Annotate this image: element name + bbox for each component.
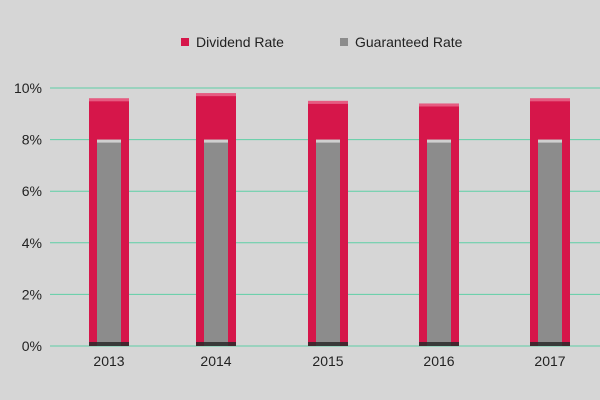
- bar-highlight: [97, 139, 121, 143]
- legend-swatch-dividend-rate: [181, 38, 189, 46]
- x-tick-label: 2013: [93, 353, 124, 369]
- y-tick-label: 6%: [22, 183, 42, 199]
- legend-label-guaranteed-rate: Guaranteed Rate: [355, 34, 463, 50]
- y-tick-label: 4%: [22, 235, 42, 251]
- legend-label-dividend-rate: Dividend Rate: [196, 34, 284, 50]
- legend-swatch-guaranteed-rate: [340, 38, 348, 46]
- bar-base: [196, 342, 236, 346]
- x-tick-label: 2017: [534, 353, 565, 369]
- bar-highlight: [530, 98, 570, 102]
- y-axis-ticks: 0% 2% 4% 6% 8% 10%: [14, 80, 42, 354]
- bar-highlight: [419, 103, 459, 107]
- bar-guaranteed-rate-2013: [97, 139, 121, 346]
- y-tick-label: 2%: [22, 286, 42, 302]
- bar-guaranteed-rate-2015: [316, 139, 340, 346]
- x-axis-ticks: 2013 2014 2015 2016 2017: [93, 353, 565, 369]
- bar-base: [89, 342, 129, 346]
- bar-guaranteed-rate-2016: [427, 139, 451, 346]
- bar-guaranteed-rate-2014: [204, 139, 228, 346]
- bar-highlight: [538, 139, 562, 143]
- bar-highlight: [89, 98, 129, 102]
- bar-highlight: [204, 139, 228, 143]
- y-tick-label: 8%: [22, 132, 42, 148]
- x-tick-label: 2015: [312, 353, 343, 369]
- bar-highlight: [196, 93, 236, 97]
- y-tick-label: 10%: [14, 80, 42, 96]
- bar-base: [530, 342, 570, 346]
- x-tick-label: 2016: [423, 353, 454, 369]
- bars: [89, 93, 570, 347]
- bar-highlight: [427, 139, 451, 143]
- y-tick-label: 0%: [22, 338, 42, 354]
- bar-highlight: [308, 100, 348, 104]
- bar-guaranteed-rate-2017: [538, 139, 562, 346]
- bar-highlight: [316, 139, 340, 143]
- bar-base: [308, 342, 348, 346]
- legend: Dividend Rate Guaranteed Rate: [181, 34, 463, 50]
- bar-base: [419, 342, 459, 346]
- x-tick-label: 2014: [200, 353, 231, 369]
